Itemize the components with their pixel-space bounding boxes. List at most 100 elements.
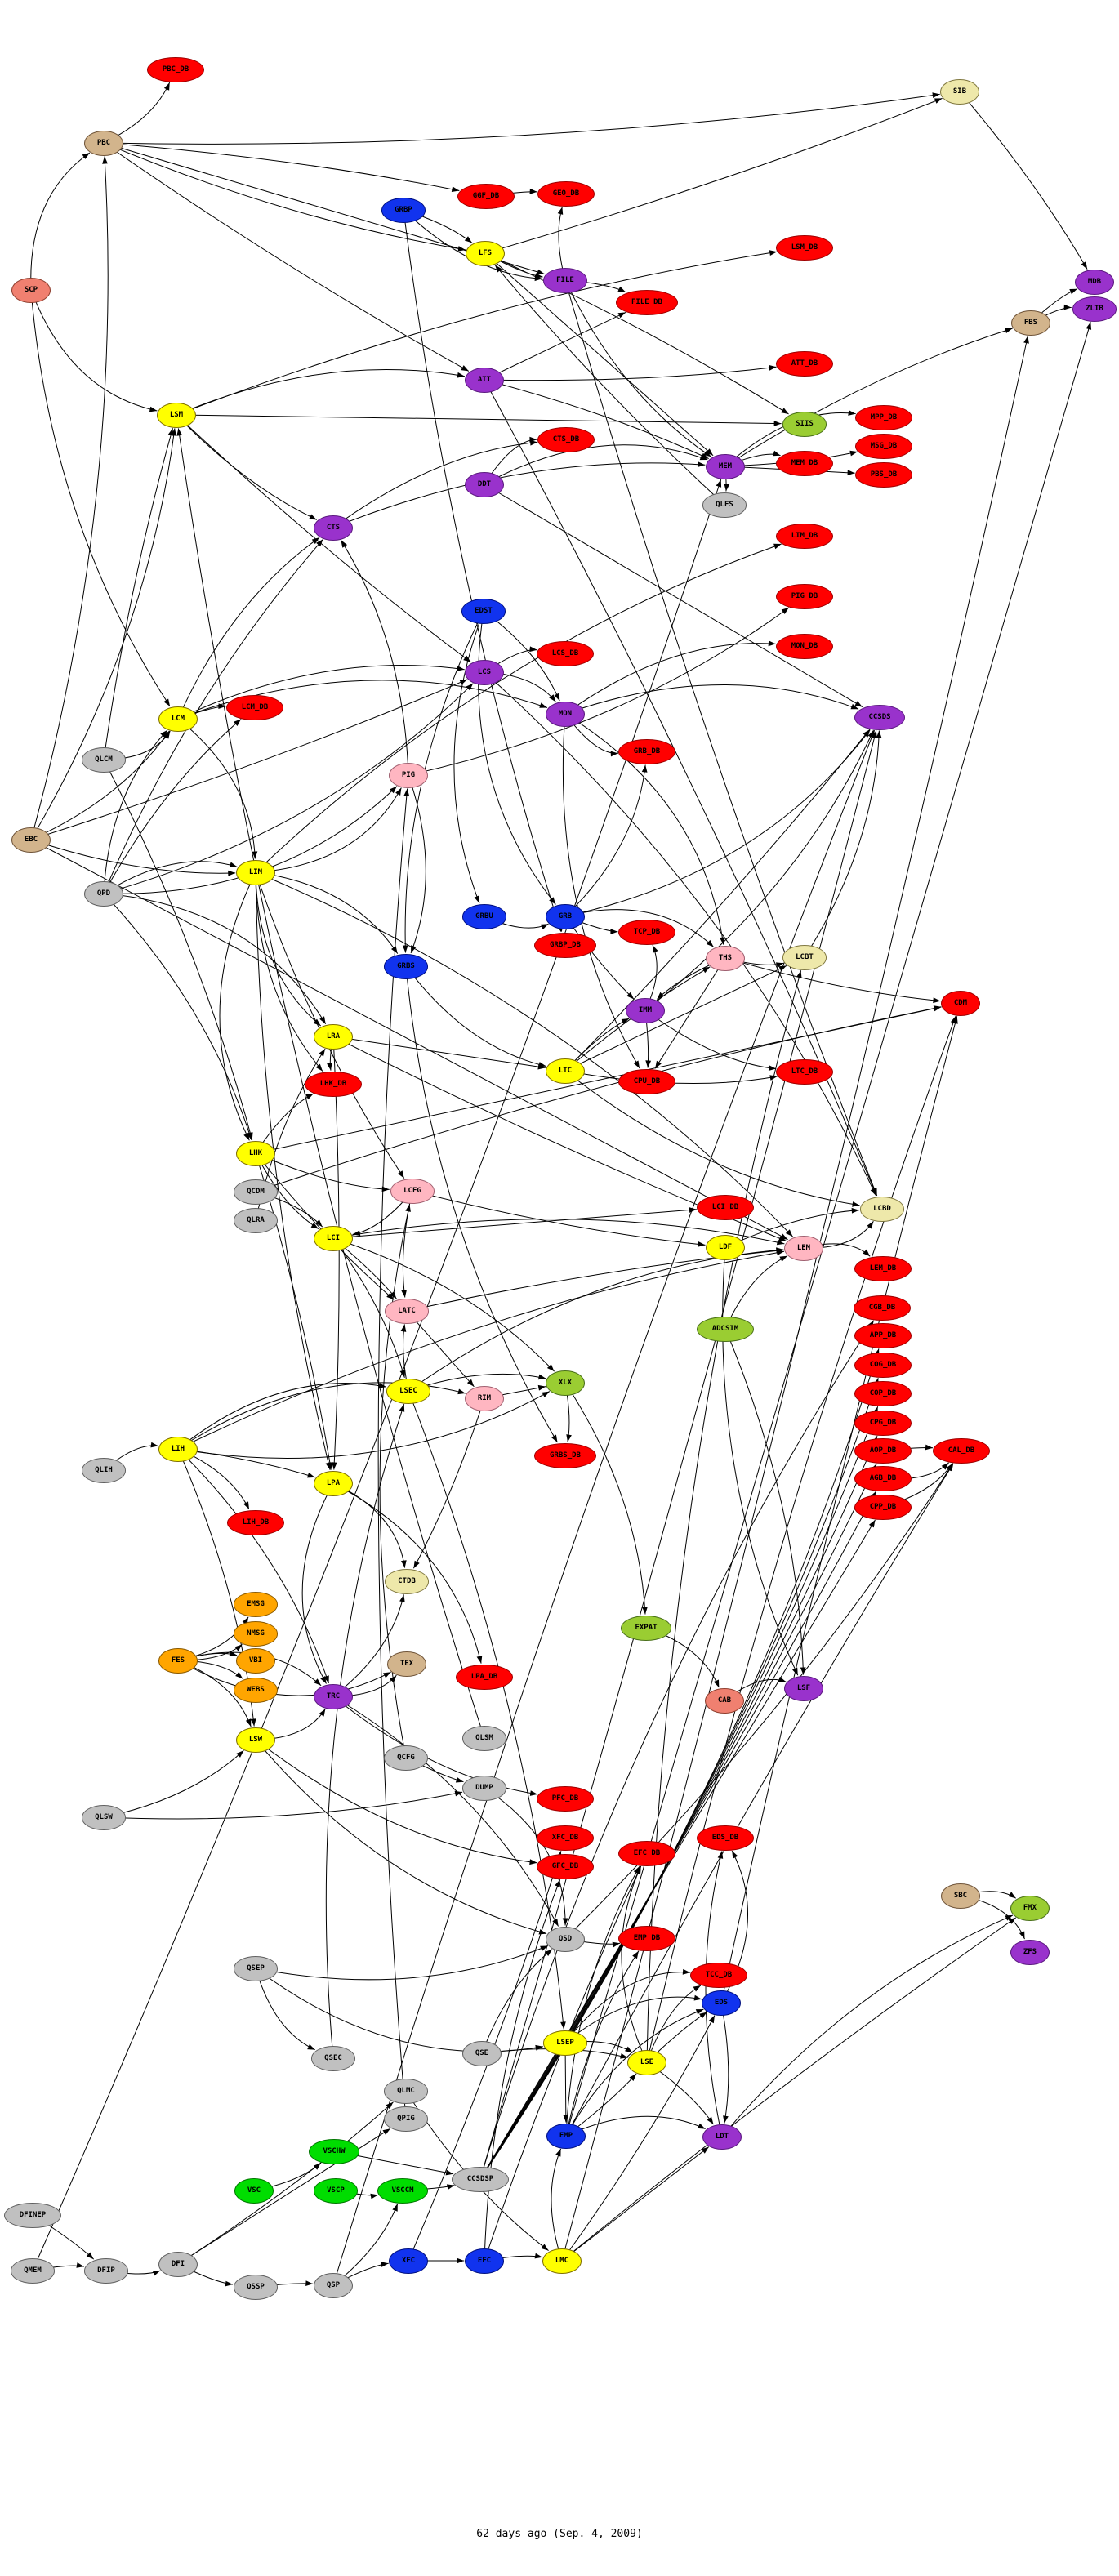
graph-node-LSEC[interactable]: LSEC — [386, 1378, 431, 1404]
graph-node-TCP_DB[interactable]: TCP_DB — [618, 919, 675, 945]
graph-node-FES[interactable]: FES — [158, 1647, 198, 1674]
graph-node-LEM[interactable]: LEM — [784, 1235, 823, 1261]
graph-node-WEBS[interactable]: WEBS — [233, 1677, 279, 1703]
graph-node-DUMP[interactable]: DUMP — [461, 1775, 507, 1801]
graph-node-QLSM[interactable]: QLSM — [461, 1725, 507, 1751]
graph-node-LIM[interactable]: LIM — [236, 859, 275, 885]
graph-node-LMC[interactable]: LMC — [542, 2248, 582, 2274]
graph-node-LRA[interactable]: LRA — [314, 1023, 353, 1050]
graph-node-XFC[interactable]: XFC — [389, 2248, 428, 2274]
graph-node-EDST[interactable]: EDST — [461, 598, 506, 624]
graph-node-DFI[interactable]: DFI — [158, 2251, 198, 2277]
graph-node-MDB[interactable]: MDB — [1075, 269, 1114, 295]
graph-node-GRBP_DB[interactable]: GRBP_DB — [533, 932, 597, 958]
graph-node-LCS[interactable]: LCS — [465, 659, 504, 685]
graph-node-APP_DB[interactable]: APP_DB — [854, 1322, 912, 1348]
graph-node-TEX[interactable]: TEX — [387, 1651, 426, 1677]
graph-node-AOP_DB[interactable]: AOP_DB — [854, 1437, 912, 1464]
graph-node-CTS[interactable]: CTS — [314, 515, 353, 541]
graph-node-LSW[interactable]: LSW — [236, 1727, 275, 1753]
graph-node-LSM[interactable]: LSM — [157, 402, 196, 428]
graph-node-QPIG[interactable]: QPIG — [383, 2106, 429, 2132]
graph-node-LCFG[interactable]: LCFG — [390, 1178, 435, 1204]
graph-node-CAL_DB[interactable]: CAL_DB — [933, 1437, 990, 1464]
graph-node-GRB[interactable]: GRB — [546, 903, 585, 929]
graph-node-GRB_DB[interactable]: GRB_DB — [618, 738, 675, 764]
graph-node-DFINEP[interactable]: DFINEP — [4, 2202, 61, 2228]
graph-node-FBS[interactable]: FBS — [1011, 310, 1050, 336]
graph-node-MEM[interactable]: MEM — [706, 453, 745, 479]
graph-node-ZFS[interactable]: ZFS — [1010, 1939, 1050, 1965]
graph-node-QLMC[interactable]: QLMC — [383, 2078, 429, 2104]
graph-node-PIG_DB[interactable]: PIG_DB — [776, 583, 833, 609]
graph-node-DDT[interactable]: DDT — [465, 471, 504, 497]
graph-node-QCFG[interactable]: QCFG — [383, 1745, 429, 1771]
graph-node-PBS_DB[interactable]: PBS_DB — [855, 461, 912, 488]
graph-node-EMP_DB[interactable]: EMP_DB — [618, 1925, 675, 1951]
graph-node-LFS[interactable]: LFS — [466, 240, 505, 266]
graph-node-VSCCM[interactable]: VSCCM — [377, 2177, 428, 2204]
graph-node-QMEM[interactable]: QMEM — [10, 2257, 56, 2284]
graph-node-CAB[interactable]: CAB — [705, 1687, 744, 1714]
graph-node-SBC[interactable]: SBC — [941, 1883, 980, 1909]
graph-node-SCP[interactable]: SCP — [11, 277, 51, 303]
graph-node-EFC_DB[interactable]: EFC_DB — [618, 1840, 675, 1866]
graph-node-CTDB[interactable]: CTDB — [384, 1568, 430, 1594]
graph-node-QLSW[interactable]: QLSW — [81, 1804, 127, 1830]
graph-node-LSF[interactable]: LSF — [784, 1675, 823, 1701]
graph-node-XLX[interactable]: XLX — [546, 1370, 585, 1396]
graph-node-CCSDS[interactable]: CCSDS — [854, 704, 905, 730]
graph-node-DFIP[interactable]: DFIP — [83, 2257, 129, 2284]
graph-node-QSE[interactable]: QSE — [462, 2040, 502, 2066]
graph-node-VSCP[interactable]: VSCP — [313, 2177, 359, 2204]
graph-node-LPA_DB[interactable]: LPA_DB — [456, 1664, 513, 1690]
graph-node-EDS[interactable]: EDS — [702, 1990, 741, 2016]
graph-node-MSG_DB[interactable]: MSG_DB — [855, 433, 912, 459]
graph-node-LTC[interactable]: LTC — [546, 1058, 585, 1084]
graph-node-ZLIB[interactable]: ZLIB — [1072, 296, 1117, 322]
graph-node-CPP_DB[interactable]: CPP_DB — [854, 1494, 912, 1520]
graph-node-CTS_DB[interactable]: CTS_DB — [537, 426, 595, 452]
graph-node-LHK_DB[interactable]: LHK_DB — [305, 1071, 362, 1097]
graph-node-QSEC[interactable]: QSEC — [310, 2045, 356, 2071]
graph-node-IMM[interactable]: IMM — [626, 997, 665, 1023]
graph-node-COG_DB[interactable]: COG_DB — [854, 1352, 912, 1378]
graph-node-XFC_DB[interactable]: XFC_DB — [537, 1825, 594, 1851]
graph-node-LIM_DB[interactable]: LIM_DB — [776, 523, 833, 549]
graph-node-FMX[interactable]: FMX — [1010, 1895, 1050, 1921]
graph-node-EXPAT[interactable]: EXPAT — [621, 1615, 671, 1641]
graph-node-LDT[interactable]: LDT — [702, 2124, 742, 2150]
graph-node-GGF_DB[interactable]: GGF_DB — [457, 183, 515, 209]
graph-node-FILE_DB[interactable]: FILE_DB — [615, 289, 679, 315]
graph-node-EMSG[interactable]: EMSG — [233, 1591, 279, 1617]
graph-node-LSEP[interactable]: LSEP — [542, 2030, 588, 2056]
graph-node-QLFS[interactable]: QLFS — [702, 492, 747, 518]
graph-node-LCM[interactable]: LCM — [158, 706, 198, 732]
graph-node-QPD[interactable]: QPD — [84, 880, 123, 907]
graph-node-AGB_DB[interactable]: AGB_DB — [854, 1465, 912, 1491]
graph-node-CDM[interactable]: CDM — [941, 990, 980, 1016]
graph-node-PIG[interactable]: PIG — [389, 762, 428, 788]
graph-node-LCBD[interactable]: LCBD — [859, 1196, 905, 1222]
graph-node-LIH_DB[interactable]: LIH_DB — [227, 1509, 284, 1535]
graph-node-LATC[interactable]: LATC — [384, 1298, 430, 1324]
graph-node-VSCHW[interactable]: VSCHW — [309, 2138, 359, 2164]
graph-node-EMP[interactable]: EMP — [546, 2123, 586, 2149]
graph-node-CPG_DB[interactable]: CPG_DB — [854, 1410, 912, 1436]
graph-node-VBI[interactable]: VBI — [236, 1647, 275, 1674]
graph-node-PBC[interactable]: PBC — [84, 130, 123, 156]
graph-node-QLIH[interactable]: QLIH — [81, 1457, 127, 1483]
graph-node-MON_DB[interactable]: MON_DB — [776, 633, 833, 659]
graph-node-GRBP[interactable]: GRBP — [381, 197, 426, 223]
graph-node-EDS_DB[interactable]: EDS_DB — [697, 1825, 754, 1851]
graph-node-GRBU[interactable]: GRBU — [461, 903, 507, 929]
graph-node-LCI[interactable]: LCI — [314, 1225, 353, 1251]
graph-node-GRBS_DB[interactable]: GRBS_DB — [533, 1442, 597, 1468]
graph-node-PBC_DB[interactable]: PBC_DB — [147, 56, 204, 82]
graph-node-RIM[interactable]: RIM — [465, 1385, 504, 1411]
graph-node-LTC_DB[interactable]: LTC_DB — [776, 1058, 833, 1085]
graph-node-QSEP[interactable]: QSEP — [233, 1955, 279, 1981]
graph-node-EBC[interactable]: EBC — [11, 827, 51, 853]
graph-node-LCI_DB[interactable]: LCI_DB — [697, 1194, 754, 1220]
graph-node-PFC_DB[interactable]: PFC_DB — [537, 1785, 594, 1812]
